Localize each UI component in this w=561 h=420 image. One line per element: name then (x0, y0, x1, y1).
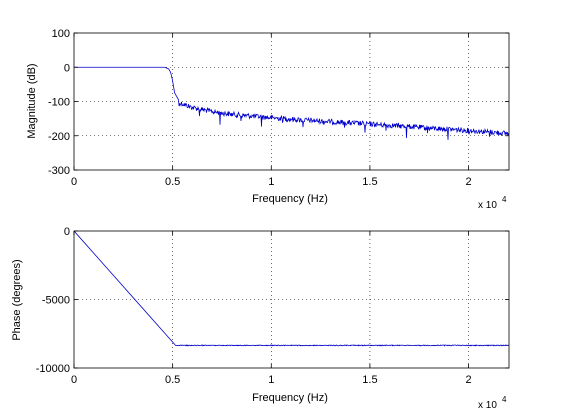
y-axis-label: Phase (degrees) (11, 259, 23, 340)
y-tick-label: 100 (52, 28, 70, 40)
y-tick-label: -5000 (42, 295, 70, 307)
x-axis-label: Frequency (Hz) (252, 392, 328, 404)
phase-line (74, 230, 509, 347)
y-tick-labels: 0 -5000 -10000 (36, 226, 70, 375)
x-multiplier-label: x 10 (478, 400, 497, 411)
axes-background (74, 33, 509, 170)
grid-lines (74, 231, 509, 368)
x-tick-label: 0.5 (165, 176, 180, 188)
tick-marks (73, 230, 509, 369)
tick-marks (73, 32, 509, 171)
y-axis-label: Magnitude (dB) (26, 63, 38, 138)
x-tick-label: 0.5 (165, 374, 180, 386)
x-tick-label: 0 (71, 176, 77, 188)
x-axis-label: Frequency (Hz) (252, 193, 328, 205)
y-tick-label: -10000 (36, 363, 70, 375)
y-tick-label: -300 (48, 165, 70, 177)
x-multiplier-label: x 10 (478, 200, 497, 211)
x-tick-label: 1 (268, 374, 274, 386)
y-tick-labels: 100 0 -100 -200 -300 (48, 28, 70, 177)
x-tick-labels: 0 0.5 1 1.5 2 (71, 176, 472, 188)
axes-background (74, 231, 509, 368)
y-tick-label: 0 (64, 62, 70, 74)
x-tick-label: 1 (268, 176, 274, 188)
x-tick-label: 2 (465, 176, 471, 188)
y-tick-label: -200 (48, 131, 70, 143)
x-multiplier-exponent: 4 (502, 195, 507, 204)
x-tick-labels: 0 0.5 1 1.5 2 (71, 374, 472, 386)
y-tick-label: -100 (48, 97, 70, 109)
x-multiplier-exponent: 4 (502, 395, 507, 404)
x-tick-label: 0 (71, 374, 77, 386)
phase-plot: 0 0.5 1 1.5 2 0 -5000 -10000 Frequency (Hz) Ph… (11, 226, 510, 411)
y-tick-label: 0 (64, 226, 70, 238)
x-tick-label: 1.5 (362, 176, 377, 188)
x-tick-label: 1.5 (362, 374, 377, 386)
x-tick-label: 2 (465, 374, 471, 386)
magnitude-line (74, 66, 509, 140)
magnitude-plot: 0 0.5 1 1.5 2 100 0 -100 -200 -300 Frequency (Hz… (26, 28, 510, 211)
